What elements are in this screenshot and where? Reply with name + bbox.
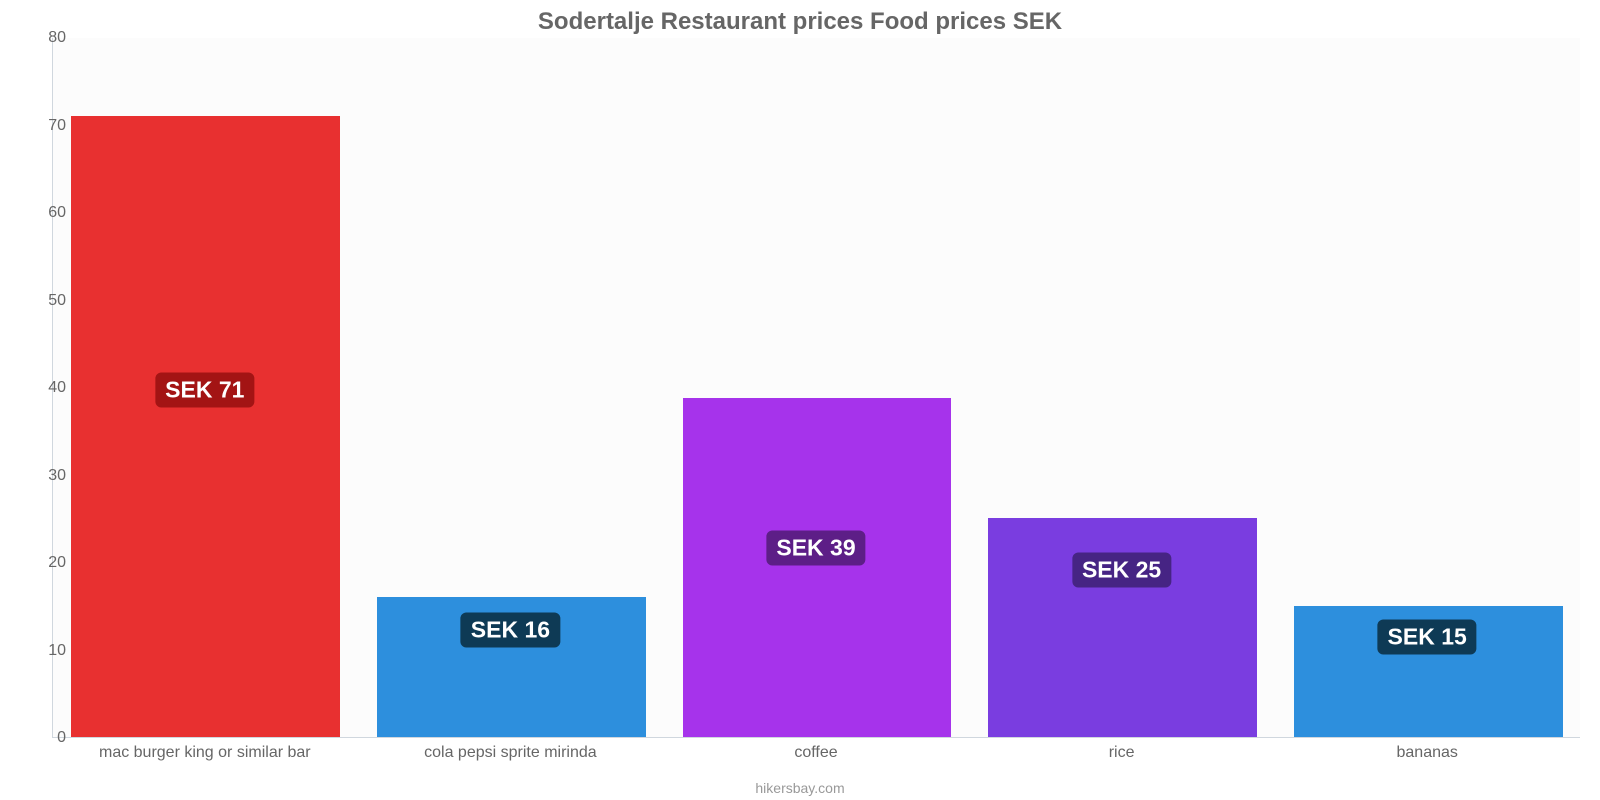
ytick-label: 10 (24, 642, 66, 660)
ytick-label: 20 (24, 554, 66, 572)
bar (988, 518, 1257, 737)
xtick-label: cola pepsi sprite mirinda (424, 744, 597, 762)
chart-credit: hikersbay.com (0, 780, 1600, 796)
ytick-label: 80 (24, 29, 66, 47)
bar-value-label: SEK 16 (461, 613, 560, 648)
xtick-label: mac burger king or similar bar (99, 744, 311, 762)
price-bar-chart: Sodertalje Restaurant prices Food prices… (0, 0, 1600, 800)
ytick-label: 40 (24, 379, 66, 397)
xtick-label: rice (1109, 744, 1135, 762)
ytick-label: 60 (24, 204, 66, 222)
plot-area (52, 38, 1580, 738)
bar-value-label: SEK 15 (1378, 619, 1477, 654)
bar-value-label: SEK 25 (1072, 552, 1171, 587)
ytick-label: 0 (24, 729, 66, 747)
bar-value-label: SEK 39 (766, 531, 865, 566)
xtick-label: bananas (1396, 744, 1457, 762)
bar (71, 116, 340, 737)
bar-value-label: SEK 71 (155, 373, 254, 408)
chart-title: Sodertalje Restaurant prices Food prices… (0, 8, 1600, 36)
xtick-label: coffee (794, 744, 837, 762)
bar (683, 398, 952, 737)
ytick-label: 50 (24, 292, 66, 310)
ytick-label: 30 (24, 467, 66, 485)
ytick-label: 70 (24, 117, 66, 135)
